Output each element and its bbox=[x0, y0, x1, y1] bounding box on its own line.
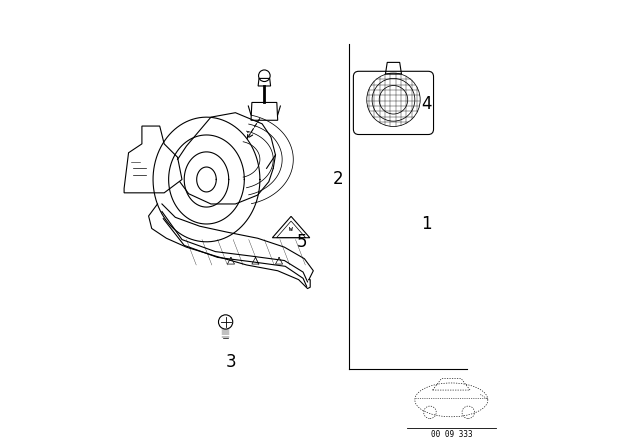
Text: 3: 3 bbox=[226, 353, 236, 371]
Text: 1: 1 bbox=[422, 215, 432, 233]
Text: 00 09 333: 00 09 333 bbox=[431, 430, 472, 439]
Text: 4: 4 bbox=[422, 95, 432, 113]
Text: W: W bbox=[289, 227, 293, 232]
Text: 2: 2 bbox=[333, 171, 343, 189]
Text: 5: 5 bbox=[297, 233, 307, 251]
